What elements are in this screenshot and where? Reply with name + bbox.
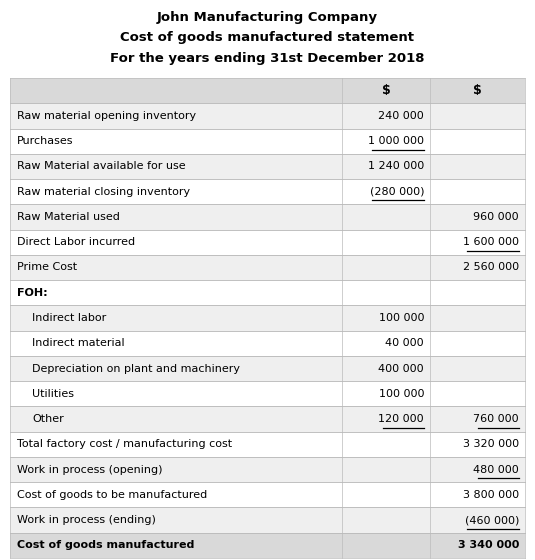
Text: Indirect labor: Indirect labor	[32, 313, 106, 323]
Text: 760 000: 760 000	[473, 414, 519, 424]
Text: Prime Cost: Prime Cost	[17, 263, 77, 273]
Text: $: $	[473, 84, 482, 97]
Text: 240 000: 240 000	[378, 111, 424, 121]
Text: Other: Other	[32, 414, 64, 424]
Text: Raw Material available for use: Raw Material available for use	[17, 161, 186, 171]
Text: 480 000: 480 000	[473, 465, 519, 474]
Text: 1 600 000: 1 600 000	[463, 237, 519, 247]
Text: 400 000: 400 000	[378, 363, 424, 374]
Bar	[10, 330, 525, 356]
Text: John Manufacturing Company: John Manufacturing Company	[157, 12, 378, 25]
Text: 2 560 000: 2 560 000	[463, 263, 519, 273]
Text: (460 000): (460 000)	[464, 515, 519, 525]
Bar	[10, 356, 525, 381]
Bar	[10, 482, 525, 507]
Text: 960 000: 960 000	[473, 212, 519, 222]
Text: Cost of goods to be manufactured: Cost of goods to be manufactured	[17, 490, 207, 500]
Text: Indirect material: Indirect material	[32, 338, 125, 348]
Text: Direct Labor incurred: Direct Labor incurred	[17, 237, 135, 247]
Text: 1 000 000: 1 000 000	[368, 136, 424, 146]
Bar	[10, 255, 525, 280]
Text: Cost of goods manufactured: Cost of goods manufactured	[17, 540, 194, 550]
Text: 100 000: 100 000	[378, 389, 424, 399]
Text: Depreciation on plant and machinery: Depreciation on plant and machinery	[32, 363, 240, 374]
Bar	[10, 457, 525, 482]
Bar	[10, 305, 525, 330]
Bar	[10, 432, 525, 457]
Bar	[10, 230, 525, 255]
Text: Purchases: Purchases	[17, 136, 73, 146]
Bar	[10, 103, 525, 129]
Text: Raw Material used: Raw Material used	[17, 212, 120, 222]
Text: 120 000: 120 000	[378, 414, 424, 424]
Text: 3 800 000: 3 800 000	[463, 490, 519, 500]
Bar	[10, 129, 525, 154]
Text: Total factory cost / manufacturing cost: Total factory cost / manufacturing cost	[17, 439, 232, 449]
Text: Raw material opening inventory: Raw material opening inventory	[17, 111, 196, 121]
Text: Raw material closing inventory: Raw material closing inventory	[17, 186, 190, 197]
Text: 1 240 000: 1 240 000	[368, 161, 424, 171]
Text: For the years ending 31st December 2018: For the years ending 31st December 2018	[110, 52, 425, 64]
Text: FOH:: FOH:	[17, 288, 48, 298]
Text: Cost of goods manufactured statement: Cost of goods manufactured statement	[120, 31, 415, 44]
Bar	[10, 533, 525, 558]
Text: Work in process (opening): Work in process (opening)	[17, 465, 163, 474]
Text: 100 000: 100 000	[378, 313, 424, 323]
Bar	[10, 179, 525, 204]
Text: Utilities: Utilities	[32, 389, 74, 399]
Bar	[10, 204, 525, 230]
Bar	[10, 407, 525, 432]
Bar	[10, 154, 525, 179]
Bar	[10, 280, 525, 305]
Text: Work in process (ending): Work in process (ending)	[17, 515, 156, 525]
Text: $: $	[381, 84, 391, 97]
Bar	[10, 381, 525, 407]
Text: 40 000: 40 000	[385, 338, 424, 348]
Text: (280 000): (280 000)	[370, 186, 424, 197]
Bar	[10, 507, 525, 533]
Text: 3 320 000: 3 320 000	[463, 439, 519, 449]
Text: 3 340 000: 3 340 000	[457, 540, 519, 550]
Bar	[10, 78, 525, 103]
